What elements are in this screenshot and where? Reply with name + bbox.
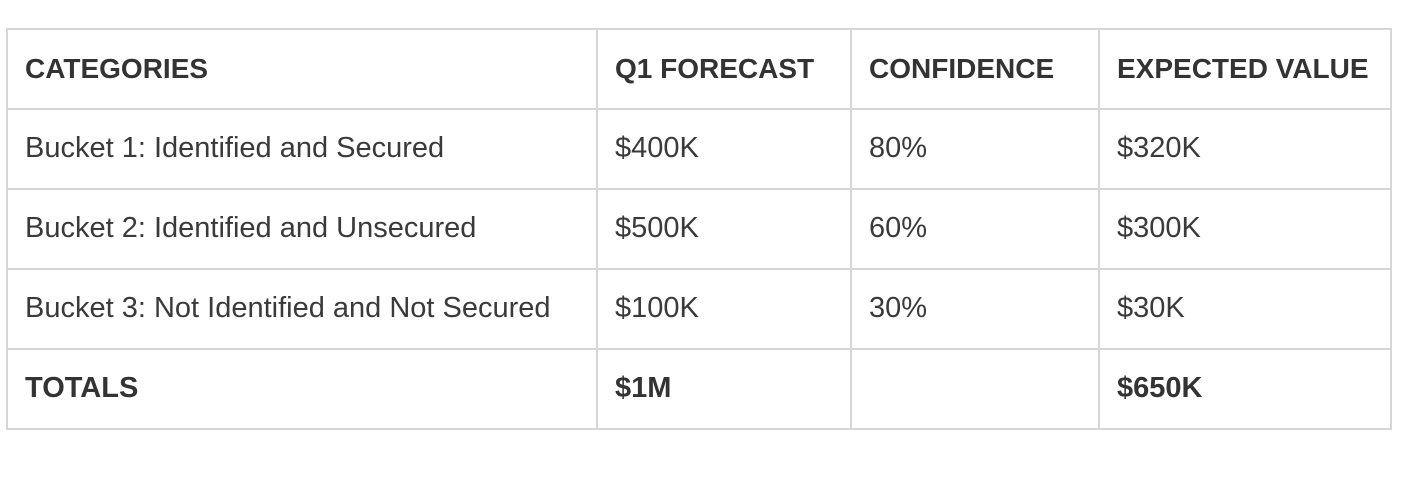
header-categories: CATEGORIES [6, 28, 598, 110]
cell-confidence: 80% [850, 108, 1100, 190]
cell-expected-value: $30K [1098, 268, 1392, 350]
cell-category: Bucket 3: Not Identified and Not Secured [6, 268, 598, 350]
totals-row: TOTALS $1M $650K [6, 348, 1392, 430]
totals-q1-forecast: $1M [596, 348, 852, 430]
cell-expected-value: $300K [1098, 188, 1392, 270]
totals-confidence [850, 348, 1100, 430]
header-confidence: CONFIDENCE [850, 28, 1100, 110]
table-header-row: CATEGORIES Q1 FORECAST CONFIDENCE EXPECT… [6, 28, 1392, 110]
table-row: Bucket 2: Identified and Unsecured $500K… [6, 188, 1392, 270]
cell-confidence: 60% [850, 188, 1100, 270]
cell-confidence: 30% [850, 268, 1100, 350]
cell-q1-forecast: $500K [596, 188, 852, 270]
header-expected-value: EXPECTED VALUE [1098, 28, 1392, 110]
totals-expected-value: $650K [1098, 348, 1392, 430]
cell-q1-forecast: $400K [596, 108, 852, 190]
forecast-table: CATEGORIES Q1 FORECAST CONFIDENCE EXPECT… [6, 28, 1392, 430]
table-row: Bucket 1: Identified and Secured $400K 8… [6, 108, 1392, 190]
cell-q1-forecast: $100K [596, 268, 852, 350]
cell-category: Bucket 1: Identified and Secured [6, 108, 598, 190]
totals-label: TOTALS [6, 348, 598, 430]
table-row: Bucket 3: Not Identified and Not Secured… [6, 268, 1392, 350]
cell-category: Bucket 2: Identified and Unsecured [6, 188, 598, 270]
header-q1-forecast: Q1 FORECAST [596, 28, 852, 110]
cell-expected-value: $320K [1098, 108, 1392, 190]
